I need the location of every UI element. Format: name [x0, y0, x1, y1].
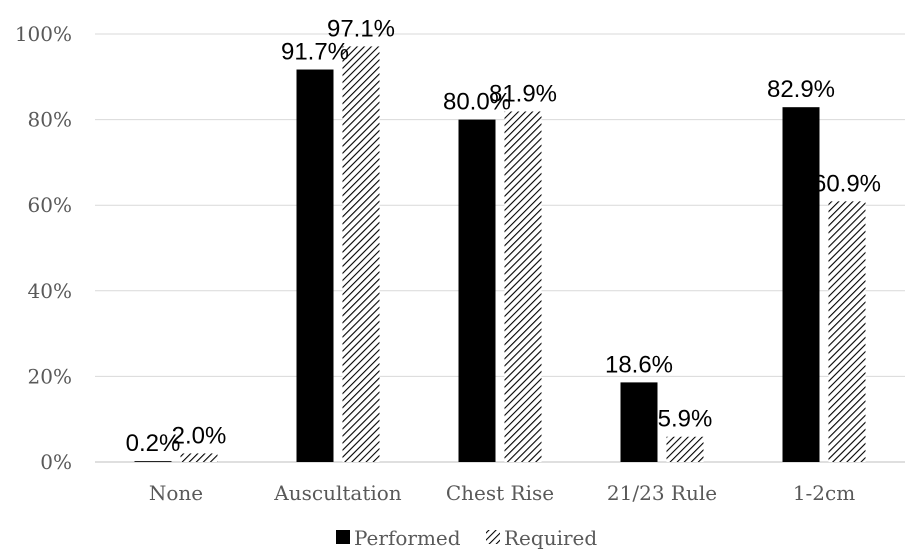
category-label: Chest Rise [446, 481, 554, 505]
required-data-label: 81.9% [489, 80, 557, 107]
legend-swatch-required [486, 530, 500, 544]
performed-data-label: 18.6% [605, 351, 673, 378]
required-data-label: 60.9% [813, 170, 881, 197]
required-bar [181, 453, 218, 462]
performed-bar [783, 107, 820, 462]
performed-data-label: 82.9% [767, 76, 835, 103]
y-tick-label: 20% [28, 364, 72, 388]
required-bar [505, 111, 542, 462]
data-labels: 0.2%2.0%91.7%97.1%80.0%81.9%18.6%5.9%82.… [126, 15, 881, 457]
performed-bar [621, 382, 658, 462]
x-axis-category-labels: None Auscultation Chest Rise 21/23 Rule 1-2c… [149, 481, 855, 505]
y-tick-label: 100% [15, 22, 72, 46]
performed-bar [297, 70, 334, 462]
y-tick-label: 80% [28, 108, 72, 132]
performed-bar [135, 461, 172, 462]
y-tick-label: 0% [40, 450, 72, 474]
required-data-label: 5.9% [658, 406, 713, 433]
category-label: 1-2cm [793, 481, 855, 505]
y-tick-label: 40% [28, 279, 72, 303]
required-bar [667, 437, 704, 462]
legend-label-required: Required [504, 526, 597, 550]
required-bar [829, 201, 866, 462]
required-data-label: 97.1% [327, 15, 395, 42]
category-label: Auscultation [273, 481, 402, 505]
legend-swatch-performed [336, 530, 350, 544]
y-tick-label: 60% [28, 193, 72, 217]
y-axis-tick-labels: 0% 20% 40% 60% 80% 100% [15, 22, 72, 474]
required-bar [343, 46, 380, 462]
legend-label-performed: Performed [354, 526, 461, 550]
category-label: 21/23 Rule [607, 481, 717, 505]
performed-bar [459, 120, 496, 462]
legend: Performed Required [336, 526, 597, 550]
performed-data-label: 91.7% [281, 39, 349, 66]
category-label: None [149, 481, 203, 505]
required-data-label: 2.0% [172, 422, 227, 449]
